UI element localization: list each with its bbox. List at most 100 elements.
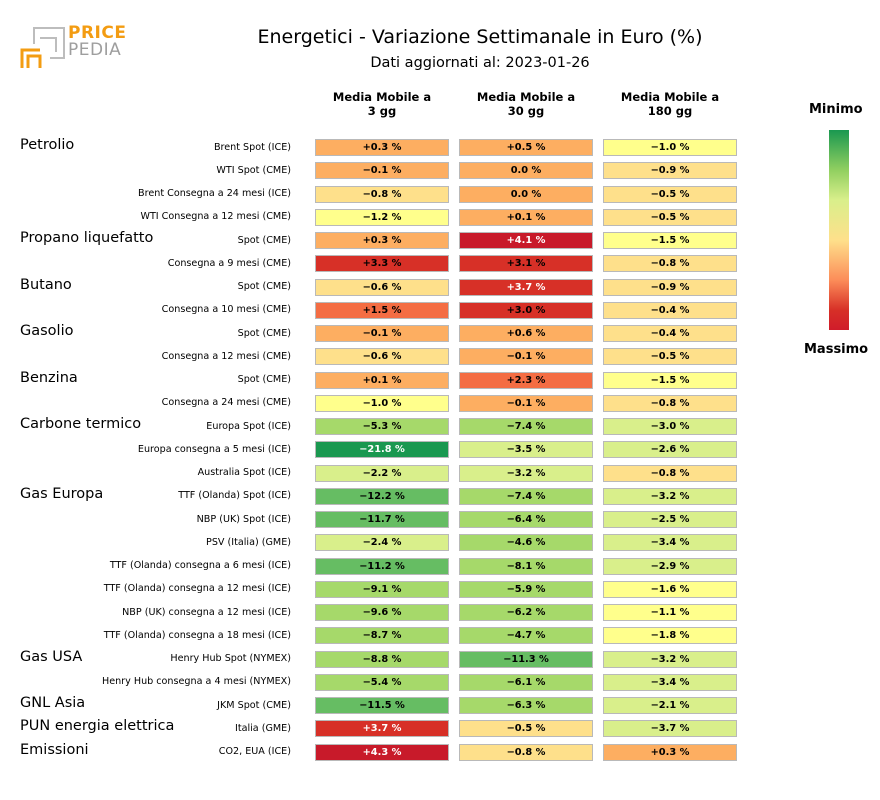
heatmap-cell: −2.4 % <box>315 534 449 552</box>
legend-colorbar <box>829 130 849 330</box>
column-header: Media Mobile a 180 gg <box>620 90 720 118</box>
heatmap-cell: −0.6 % <box>315 348 449 366</box>
heatmap-cell: +4.1 % <box>459 232 593 249</box>
logo-pedia-text: PEDIA <box>68 40 122 60</box>
row-label: Consegna a 10 mesi (CME) <box>161 304 291 316</box>
row-label: Consegna a 9 mesi (CME) <box>167 257 291 269</box>
heatmap-cell: −11.2 % <box>315 557 449 575</box>
group-label: Propano liquefatto <box>20 230 154 246</box>
heatmap-cell: −1.6 % <box>603 580 737 598</box>
heatmap-cell: +3.7 % <box>315 720 449 738</box>
heatmap-cell: −0.5 % <box>603 208 737 226</box>
row-label: Brent Consegna a 24 mesi (ICE) <box>138 188 291 199</box>
heatmap-cell: 0.0 % <box>459 162 593 180</box>
row-label: Henry Hub consegna a 4 mesi (NYMEX) <box>101 676 291 688</box>
heatmap-cell: −2.2 % <box>315 464 449 482</box>
group-label: Petrolio <box>20 137 75 153</box>
heatmap-cell: −1.0 % <box>603 139 737 156</box>
column-header: Media Mobile a 3 gg <box>332 90 432 118</box>
group-label: PUN energia elettrica <box>20 718 175 735</box>
row-label: NBP (UK) Spot (ICE) <box>196 513 291 525</box>
heatmap-cell: −9.6 % <box>315 604 449 621</box>
heatmap-cell: +2.3 % <box>459 371 593 389</box>
heatmap-cell: −3.4 % <box>603 673 737 691</box>
group-label: Emissioni <box>20 741 89 758</box>
heatmap-cell: −3.2 % <box>459 464 593 482</box>
heatmap-cell: −0.5 % <box>459 720 593 738</box>
heatmap-cell: −8.7 % <box>315 627 449 645</box>
group-label: Carbone termico <box>20 416 142 432</box>
heatmap-cell: −8.1 % <box>459 557 593 575</box>
logo-price-text: PRICE <box>68 23 127 43</box>
heatmap-cell: −0.8 % <box>603 394 737 412</box>
heatmap-cell: +3.7 % <box>459 278 593 296</box>
heatmap-cell: −6.3 % <box>459 697 593 714</box>
heatmap-cell: −1.8 % <box>603 627 737 645</box>
heatmap-cell: +0.5 % <box>459 139 593 156</box>
heatmap-cell: −0.1 % <box>459 348 593 366</box>
row-label: Spot (CME) <box>237 281 291 292</box>
group-label: Gasolio <box>20 323 74 339</box>
heatmap-cell: −2.1 % <box>603 697 737 714</box>
chart-title: Energetici - Variazione Settimanale in E… <box>257 26 703 48</box>
column-header: Media Mobile a 30 gg <box>476 90 576 118</box>
heatmap-cell: +3.3 % <box>315 255 449 273</box>
row-label: PSV (Italia) (GME) <box>206 536 291 548</box>
heatmap-cell: +1.5 % <box>315 301 449 319</box>
heatmap-cell: −6.2 % <box>459 604 593 621</box>
heatmap-cell: −11.7 % <box>315 511 449 528</box>
heatmap-cell: −11.5 % <box>315 697 449 714</box>
heatmap-cell: −3.2 % <box>603 650 737 668</box>
heatmap-cell: −1.0 % <box>315 394 449 412</box>
heatmap-cell: +0.1 % <box>315 371 449 389</box>
row-label: Spot (CME) <box>237 234 291 246</box>
heatmap-cell: 0.0 % <box>459 185 593 203</box>
group-label: Gas Europa <box>20 485 104 502</box>
heatmap-cell: +3.0 % <box>459 301 593 319</box>
heatmap-cell: +0.3 % <box>315 232 449 249</box>
row-label: TTF (Olanda) consegna a 18 mesi (ICE) <box>103 629 291 641</box>
legend-min-label: Minimo <box>809 102 863 117</box>
heatmap-cell: −1.5 % <box>603 232 737 249</box>
row-label: Consegna a 12 mesi (CME) <box>161 350 291 362</box>
row-label: Brent Spot (ICE) <box>213 141 291 153</box>
heatmap-cell: −5.9 % <box>459 580 593 598</box>
heatmap-cell: −4.7 % <box>459 627 593 645</box>
row-label: TTF (Olanda) Spot (ICE) <box>178 490 291 502</box>
group-label: Butano <box>20 276 72 293</box>
heatmap-cell: −8.8 % <box>315 650 449 668</box>
row-label: WTI Spot (CME) <box>216 164 291 176</box>
chart-subtitle: Dati aggiornati al: 2023-01-26 <box>370 55 590 71</box>
row-label: Europa consegna a 5 mesi (ICE) <box>137 443 291 455</box>
heatmap-cell: +0.3 % <box>603 743 737 761</box>
heatmap-cell: −6.1 % <box>459 673 593 691</box>
heatmap-cell: −0.9 % <box>603 162 737 180</box>
heatmap-cell: −3.7 % <box>603 720 737 738</box>
heatmap-cell: −6.4 % <box>459 511 593 528</box>
heatmap-cell: −21.8 % <box>315 441 449 459</box>
row-label: TTF (Olanda) consegna a 6 mesi (ICE) <box>109 560 291 571</box>
heatmap-cell: +0.3 % <box>315 139 449 156</box>
heatmap-cell: −7.4 % <box>459 418 593 435</box>
heatmap-cell: −9.1 % <box>315 580 449 598</box>
row-label: Italia (GME) <box>235 722 291 734</box>
heatmap-cell: +0.1 % <box>459 208 593 226</box>
heatmap-cell: −0.8 % <box>315 185 449 203</box>
heatmap-cell: −0.1 % <box>315 162 449 180</box>
heatmap-cell: −1.5 % <box>603 371 737 389</box>
row-label: TTF (Olanda) consegna a 12 mesi (ICE) <box>103 583 291 595</box>
heatmap-cell: −2.9 % <box>603 557 737 575</box>
heatmap-cell: −0.4 % <box>603 301 737 319</box>
heatmap-cell: −0.4 % <box>603 325 737 342</box>
row-label: WTI Consegna a 12 mesi (CME) <box>140 211 291 223</box>
heatmap-cell: −0.5 % <box>603 185 737 203</box>
group-label: Gas USA <box>20 648 83 665</box>
heatmap-cell: +0.6 % <box>459 325 593 342</box>
heatmap-cell: −12.2 % <box>315 487 449 505</box>
heatmap-cell: −0.8 % <box>603 255 737 273</box>
group-label: GNL Asia <box>20 695 86 711</box>
heatmap-cell: −3.0 % <box>603 418 737 435</box>
heatmap-cell: −0.6 % <box>315 278 449 296</box>
heatmap-cell: −11.3 % <box>459 650 593 668</box>
heatmap-cell: −2.6 % <box>603 441 737 459</box>
